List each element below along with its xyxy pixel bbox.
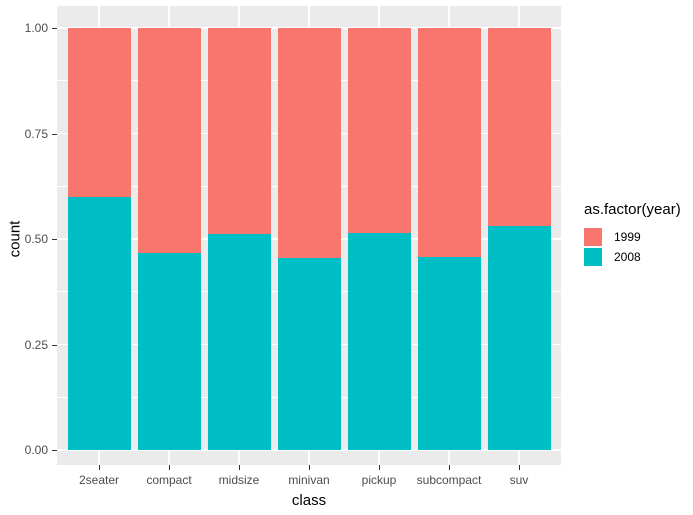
bar-segment-pickup-1999	[347, 28, 411, 233]
bar-segment-midsize-1999	[207, 28, 271, 234]
x-tick-label-suv: suv	[509, 473, 529, 487]
bar-segment-compact-2008	[137, 252, 201, 450]
y-tick-mark	[52, 133, 57, 135]
bar-segment-subcompact-2008	[417, 257, 481, 450]
bar-segment-subcompact-1999	[417, 28, 481, 258]
legend: as.factor(year) 1999 2008	[584, 201, 681, 268]
y-tick-mark	[52, 239, 57, 240]
y-tick-label: 0.00	[24, 443, 48, 457]
legend-swatch-1999	[584, 228, 602, 246]
y-tick-label: 0.50	[24, 232, 48, 246]
bar-segment-pickup-2008	[347, 232, 411, 450]
x-tick-mark	[98, 465, 100, 470]
x-tick-label-2seater: 2seater	[78, 473, 120, 487]
x-tick-label-minivan: minivan	[288, 473, 330, 487]
legend-label-2008: 2008	[614, 250, 641, 264]
bar-segment-suv-1999	[487, 28, 551, 226]
x-tick-mark	[168, 465, 170, 470]
y-tick-mark	[52, 344, 57, 346]
x-tick-mark	[448, 465, 450, 470]
x-tick-label-subcompact: subcompact	[416, 473, 482, 487]
legend-label-1999: 1999	[614, 230, 641, 244]
x-tick-label-compact: compact	[146, 473, 192, 487]
x-axis-title: class	[291, 492, 327, 509]
legend-title: as.factor(year)	[584, 201, 681, 218]
bar-segment-compact-1999	[137, 28, 201, 253]
bar-segment-2seater-2008	[67, 196, 131, 450]
legend-entry-1999: 1999	[584, 228, 681, 246]
y-tick-label: 0.25	[24, 337, 48, 352]
x-tick-mark	[238, 465, 240, 470]
y-axis-title: count	[6, 220, 24, 258]
y-tick-mark	[52, 450, 57, 451]
legend-entry-2008: 2008	[584, 248, 681, 266]
legend-swatch-2008	[584, 248, 602, 266]
bar-segment-suv-2008	[487, 225, 551, 450]
bar-segment-minivan-1999	[277, 28, 341, 258]
bar-segment-2seater-1999	[67, 28, 131, 197]
y-tick-label: 0.75	[24, 126, 48, 141]
bar-segment-minivan-2008	[277, 258, 341, 450]
legend-entries: 1999 2008	[584, 228, 681, 266]
y-tick-label: 1.00	[24, 21, 48, 35]
bar-segment-midsize-2008	[207, 233, 271, 450]
x-tick-mark	[518, 465, 520, 470]
x-tick-mark	[308, 465, 310, 470]
y-tick-mark	[52, 28, 57, 29]
x-tick-mark	[378, 465, 380, 470]
plot-panel	[57, 6, 561, 465]
x-tick-label-pickup: pickup	[361, 473, 397, 487]
x-tick-label-midsize: midsize	[218, 473, 260, 487]
